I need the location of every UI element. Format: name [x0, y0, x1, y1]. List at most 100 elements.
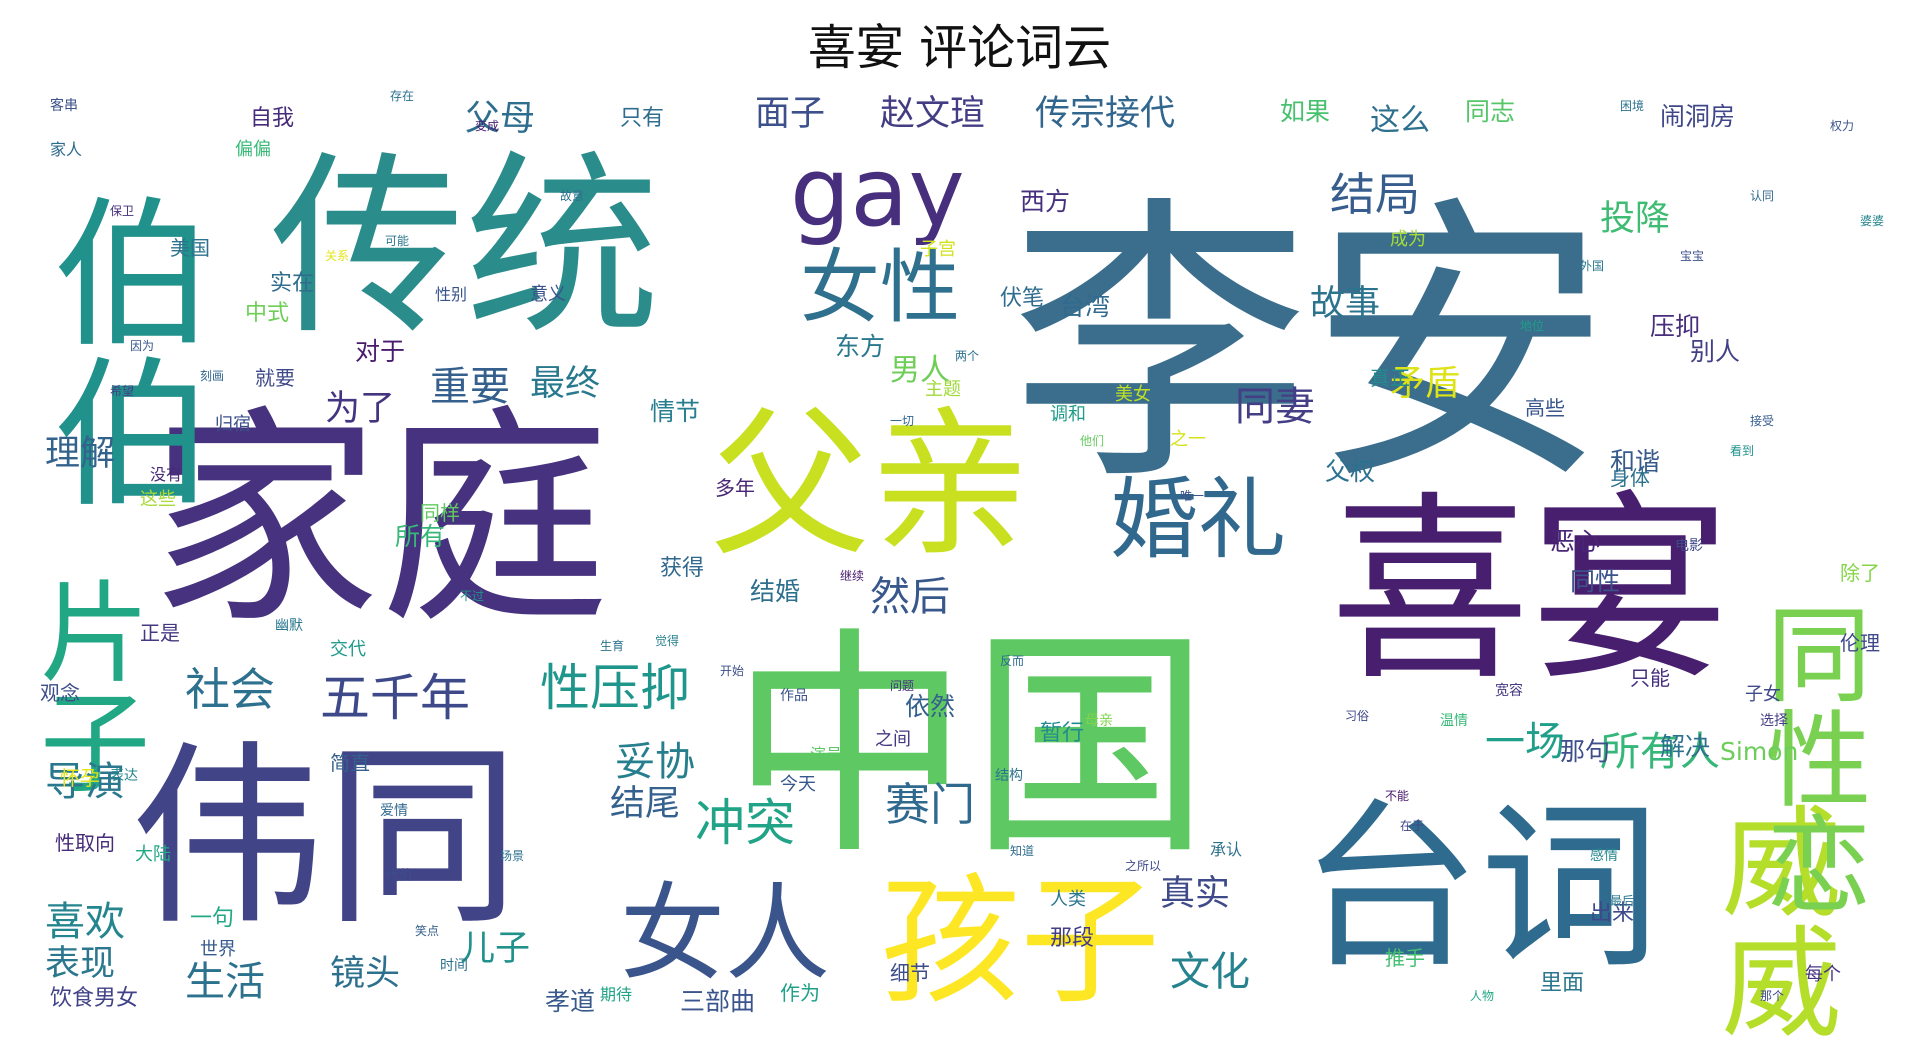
word: 细节: [890, 961, 930, 985]
word: 选择: [1760, 713, 1788, 729]
word: 时间: [440, 958, 468, 974]
word: 母亲: [1085, 713, 1113, 729]
word: 矛盾: [1390, 364, 1460, 404]
word: 高些: [1525, 396, 1565, 420]
word: 和谐: [1610, 447, 1660, 476]
word: 女人: [620, 873, 830, 995]
word: 简直: [330, 751, 370, 775]
word: 接受: [1750, 413, 1774, 428]
word: 结尾: [610, 784, 680, 824]
word: 关系: [325, 249, 349, 263]
word: 投降: [1600, 199, 1670, 239]
word: 恶心: [1550, 527, 1600, 556]
word: 可能: [385, 234, 409, 248]
word: 继续: [840, 569, 864, 583]
word: 伦理: [1840, 631, 1880, 655]
word: 美女: [1115, 384, 1151, 405]
word: 多年: [715, 476, 755, 500]
word: 生活: [185, 959, 265, 1005]
word: 宽容: [1495, 682, 1523, 699]
word: 演员: [810, 745, 842, 764]
word: 变成: [475, 118, 499, 133]
word: 子女: [1745, 684, 1781, 705]
word: 文化: [1170, 949, 1250, 995]
word: 没有: [150, 465, 182, 484]
word: 承认: [1210, 840, 1242, 859]
word: 只有: [620, 106, 664, 131]
word: 表现: [45, 944, 115, 984]
word: 电影: [1675, 538, 1703, 554]
word: 暂行: [1040, 721, 1084, 746]
word: 情节: [650, 397, 700, 426]
word: 希望: [110, 383, 134, 398]
word: 看到: [1730, 444, 1754, 458]
word: 这么: [1370, 103, 1430, 138]
word: gay: [790, 138, 965, 248]
word: 一切: [890, 414, 914, 428]
word: 所有人: [1600, 729, 1720, 775]
word: 台湾: [1060, 292, 1110, 321]
word: 同妻: [1235, 384, 1315, 430]
word: 外国: [1580, 259, 1604, 273]
word: 中国: [730, 607, 1210, 887]
word: 幽默: [275, 618, 303, 634]
word: 解决: [1660, 732, 1710, 761]
word: 获得: [660, 556, 704, 581]
word: 就要: [255, 366, 295, 390]
word: 唯一: [1180, 489, 1204, 503]
word: 交代: [330, 639, 366, 660]
word: 人类: [1050, 889, 1086, 910]
word: 家人: [50, 140, 82, 159]
word: 东方: [835, 332, 885, 361]
word: 地位: [1520, 318, 1544, 333]
word: 那段: [1050, 926, 1094, 951]
word: 婚礼: [1110, 468, 1286, 571]
word: 作品: [780, 688, 808, 704]
word: 客串: [50, 97, 78, 114]
word: 最终: [530, 364, 600, 404]
word: 最后: [1610, 894, 1634, 908]
word: 父权: [1325, 457, 1375, 486]
word: 饮食男女: [50, 986, 138, 1011]
word: 偏偏: [235, 139, 271, 160]
word: 依然: [905, 692, 955, 721]
word: 只能: [1630, 666, 1670, 690]
word: 身体: [1610, 466, 1650, 490]
word: 困境: [1620, 98, 1644, 113]
word: 男人: [890, 353, 950, 388]
word: 同志: [1465, 97, 1515, 126]
word: 认同: [1750, 189, 1774, 203]
word: 之间: [875, 729, 911, 750]
word: 家庭: [150, 388, 610, 655]
word: 成为: [1390, 229, 1426, 250]
word: 刻画: [200, 369, 224, 383]
word: 伏笔: [1000, 286, 1044, 311]
word: 故事: [1310, 284, 1380, 324]
word: 父亲: [710, 391, 1030, 578]
word: 里面: [1540, 971, 1584, 996]
word: 所有: [395, 522, 445, 551]
word: 重要: [430, 364, 510, 410]
word: 观念: [40, 681, 80, 705]
word: 孩子: [880, 861, 1160, 1024]
word: 女性: [800, 241, 960, 334]
word: 这些: [140, 489, 176, 510]
word: 今天: [780, 774, 816, 795]
word: 不能: [1385, 789, 1409, 803]
word: 主题: [925, 379, 961, 400]
word: 温情: [1440, 713, 1468, 729]
word: 别人: [1690, 337, 1740, 366]
word: 代价: [385, 868, 413, 884]
word: 理解: [45, 434, 115, 474]
word: 世界: [200, 939, 236, 960]
word: 为了: [325, 389, 395, 429]
word: 两个: [955, 349, 979, 363]
word: 对于: [355, 337, 405, 366]
word: 传统: [270, 134, 660, 361]
word: 自我: [250, 106, 294, 131]
word: 赵文瑄: [880, 94, 985, 134]
word: 导演: [45, 759, 125, 805]
word: 存在: [390, 89, 414, 103]
word: 期待: [600, 985, 632, 1004]
word: 每个: [1805, 964, 1841, 985]
